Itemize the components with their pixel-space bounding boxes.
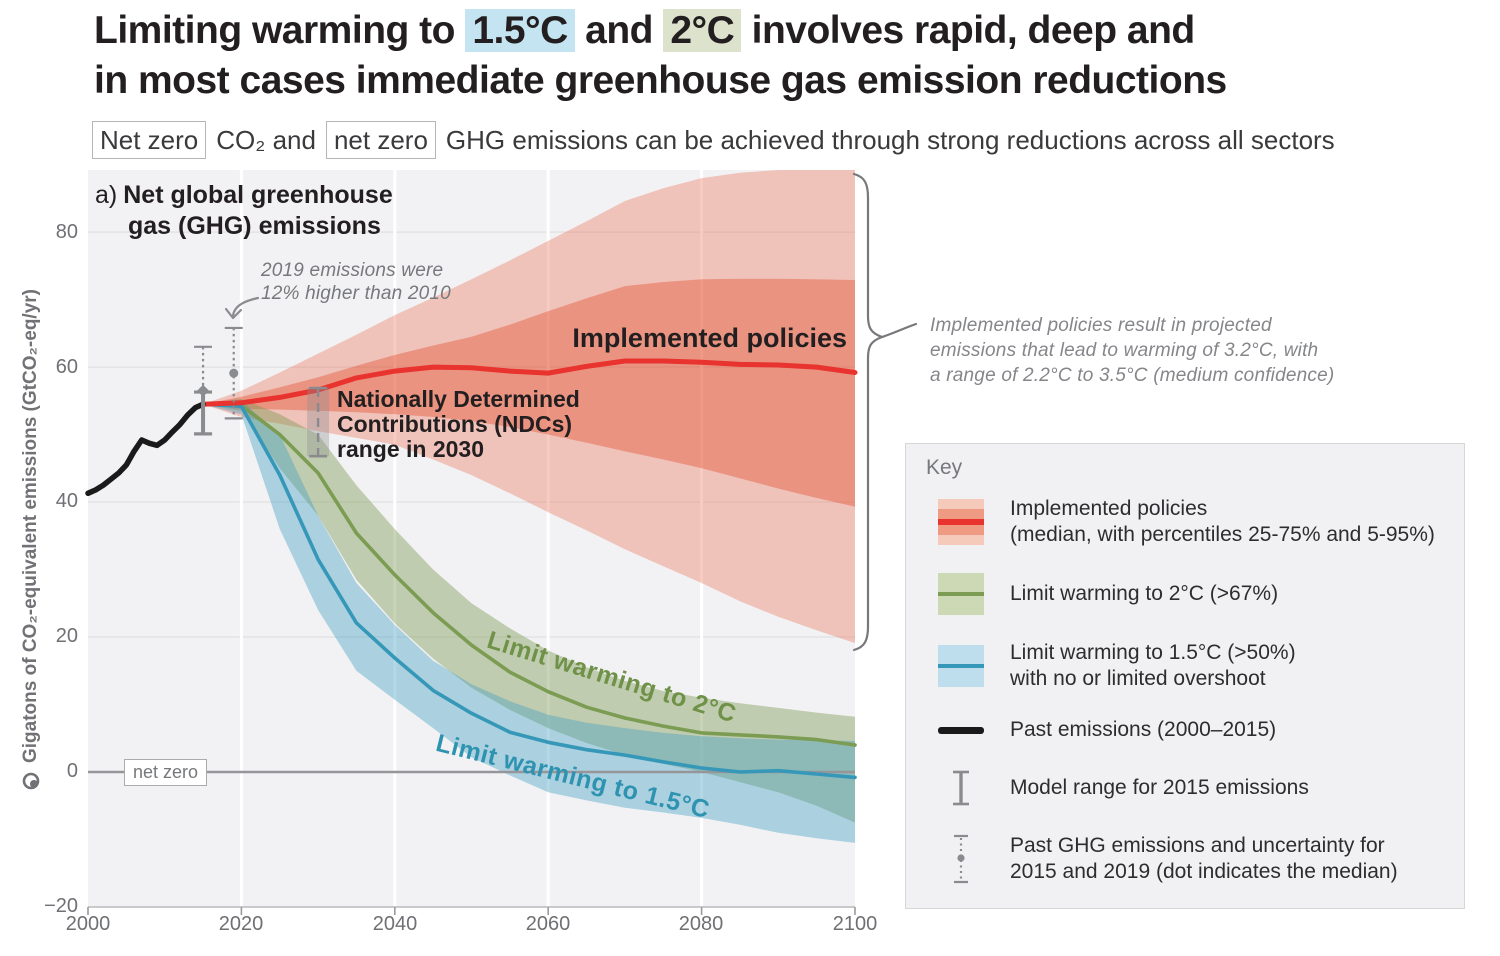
- net-zero-box-2: net zero: [325, 121, 436, 159]
- legend-rows: Implemented policies (median, with perce…: [926, 496, 1444, 885]
- ytick-20: 20: [55, 625, 78, 647]
- legend-item-text: Past emissions (2000–2015): [1010, 718, 1277, 741]
- legend-item-past-emissions: Past emissions (2000–2015): [926, 717, 1444, 743]
- title-mid: and: [574, 9, 664, 52]
- annotation-line3: a range of 2.2°C to 3.5°C (medium confid…: [930, 365, 1335, 386]
- panel-prefix: a): [95, 181, 118, 209]
- ytick-80: 80: [55, 221, 78, 243]
- legend-item-text: Implemented policies (median, with perce…: [1010, 497, 1435, 546]
- figure-title: Limiting warming to 1.5°C and 2°C involv…: [94, 6, 1227, 106]
- ndc-range-label-line3: range in 2030: [337, 436, 485, 462]
- legend-item-limit-1-5c: Limit warming to 1.5°C (>50%) with no or…: [926, 640, 1444, 692]
- xtick-2060: 2060: [525, 913, 571, 935]
- note-2019-line2: 12% higher than 2010: [261, 283, 451, 304]
- subtitle-rest: GHG emissions can be achieved through st…: [445, 125, 1335, 155]
- legend-item-limit-2c: Limit warming to 2°C (>67%): [926, 573, 1444, 615]
- legend-item-implemented: Implemented policies (median, with perce…: [926, 496, 1444, 548]
- note-2019-line1: 2019 emissions were: [261, 260, 444, 281]
- past-emissions-swatch: [938, 726, 984, 734]
- ytick-40: 40: [55, 490, 78, 512]
- ndc-range-label-line1: Nationally Determined: [337, 386, 580, 412]
- xtick-2100: 2100: [832, 913, 878, 935]
- ghg-sphere-icon: [22, 772, 40, 790]
- panel-label: a) Net global greenhouse gas (GHG) emissi…: [95, 180, 393, 242]
- implemented-policies-annotation: Implemented policies result in projected…: [930, 313, 1334, 388]
- annotation-line1: Implemented policies result in projected: [930, 315, 1272, 336]
- annotation-line2: emissions that lead to warming of 3.2°C,…: [930, 340, 1319, 361]
- note-2019-arrow-icon: [224, 296, 260, 320]
- xtick-2040: 2040: [372, 913, 418, 935]
- subtitle-mid: CO₂ and: [216, 125, 316, 155]
- ytick-m20: −20: [44, 895, 78, 917]
- panel-title-line2: gas (GHG) emissions: [128, 212, 381, 240]
- figure-title-line1: Limiting warming to 1.5°C and 2°C involv…: [94, 6, 1227, 56]
- legend-item-past-uncertainty: Past GHG emissions and uncertainty for 2…: [926, 833, 1444, 885]
- legend-title: Key: [926, 456, 963, 479]
- ghg-emissions-chart: [85, 170, 858, 915]
- highlight-1-5c: 1.5°C: [465, 9, 575, 52]
- ndc-range-label-line2: Contributions (NDCs): [337, 411, 573, 437]
- ndc-range-label: Nationally Determined Contributions (NDC…: [337, 387, 580, 462]
- legend-item-text: Limit warming to 2°C (>67%): [1010, 582, 1279, 605]
- ghg-emissions-plot: [85, 170, 858, 915]
- implemented-policies-swatch: [938, 499, 984, 545]
- y-axis-title-text: Gigatons of CO₂-equivalent emissions (Gt…: [20, 289, 41, 763]
- ytick-0: 0: [66, 760, 78, 782]
- uncertainty-dotted-bar-icon: [938, 833, 984, 885]
- legend-key: Key Implemented policies (median, with p…: [905, 443, 1465, 909]
- limit-1-5c-swatch: [938, 645, 984, 687]
- net-zero-box-1: Net zero: [92, 121, 207, 159]
- brace-icon: [852, 172, 918, 652]
- model-range-ibeam-icon: [938, 768, 984, 808]
- legend-item-text: Limit warming to 1.5°C (>50%) with no or…: [1010, 641, 1296, 690]
- legend-item-text: Model range for 2015 emissions: [1010, 776, 1309, 799]
- xtick-2000: 2000: [65, 913, 111, 935]
- highlight-2c: 2°C: [663, 9, 742, 52]
- y-axis-title: Gigatons of CO₂-equivalent emissions (Gt…: [16, 171, 46, 908]
- figure-title-line2: in most cases immediate greenhouse gas e…: [94, 59, 1227, 102]
- panel-title-line1: Net global greenhouse: [123, 181, 393, 209]
- legend-item-model-range: Model range for 2015 emissions: [926, 768, 1444, 808]
- limit-2c-swatch: [938, 573, 984, 615]
- xtick-2080: 2080: [678, 913, 724, 935]
- figure-subtitle: Net zero CO₂ and net zero GHG emissions can…: [92, 121, 1339, 159]
- title-post: involves rapid, deep and: [741, 9, 1196, 52]
- xtick-2020: 2020: [218, 913, 264, 935]
- title-pre: Limiting warming to: [94, 9, 466, 52]
- note-2019: 2019 emissions were 12% higher than 2010: [261, 259, 451, 305]
- implemented-policies-label: Implemented policies: [572, 323, 847, 353]
- net-zero-line-label: net zero: [124, 759, 208, 786]
- legend-item-text: Past GHG emissions and uncertainty for 2…: [1010, 834, 1398, 883]
- ytick-60: 60: [55, 356, 78, 378]
